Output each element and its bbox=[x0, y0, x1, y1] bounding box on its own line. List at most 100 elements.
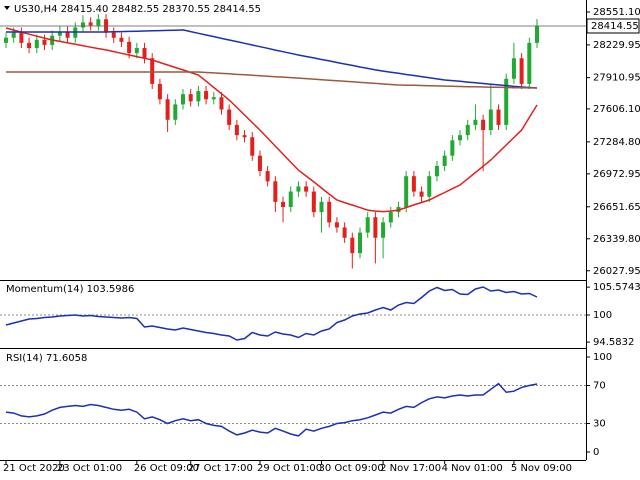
y-tick-label: 27606.10 bbox=[593, 104, 640, 115]
candle-body bbox=[242, 135, 247, 138]
candle-body bbox=[204, 91, 209, 100]
candle-body bbox=[342, 227, 347, 238]
candle-body bbox=[250, 137, 255, 156]
candle-body bbox=[311, 191, 316, 213]
candle-body bbox=[65, 31, 70, 38]
x-tick-label: 2 Nov 17:00 bbox=[380, 463, 441, 474]
candle-body bbox=[527, 42, 532, 84]
indicator-line bbox=[5, 27, 538, 213]
y-tick-label: 100 bbox=[593, 352, 612, 363]
candle-body bbox=[450, 140, 455, 156]
y-tick-label: 26972.95 bbox=[593, 169, 640, 180]
y-tick-label: 27910.95 bbox=[593, 73, 640, 84]
candle-body bbox=[334, 222, 339, 228]
candle-body bbox=[535, 25, 539, 43]
candle-body bbox=[411, 176, 416, 192]
symbol-header: US30,H4 28415.40 28482.55 28370.55 28414… bbox=[14, 4, 261, 15]
candle-body bbox=[11, 32, 16, 38]
candle-body bbox=[150, 58, 155, 84]
indicator-line bbox=[5, 382, 538, 437]
candle-body bbox=[219, 97, 224, 110]
candle-body bbox=[80, 22, 85, 28]
candle-body bbox=[488, 109, 493, 131]
candle-body bbox=[434, 165, 439, 177]
candle-body bbox=[211, 97, 216, 100]
y-tick-label: 28551.10 bbox=[593, 7, 640, 18]
rsi-title: RSI(14) 71.6058 bbox=[6, 353, 87, 364]
candle-body bbox=[127, 41, 132, 54]
candle-body bbox=[42, 39, 47, 45]
collapse-icon bbox=[4, 6, 10, 10]
candle-body bbox=[4, 37, 8, 43]
candle-body bbox=[257, 155, 262, 172]
candle-body bbox=[173, 104, 178, 120]
y-tick-label: 0 bbox=[593, 447, 599, 458]
candle-body bbox=[111, 32, 116, 38]
y-tick-label: 70 bbox=[593, 381, 606, 392]
y-tick-label: 28229.95 bbox=[593, 40, 640, 51]
y-tick-label: 26651.65 bbox=[593, 202, 640, 213]
x-tick-label: 29 Oct 01:00 bbox=[257, 463, 322, 474]
candle-body bbox=[119, 37, 124, 42]
candle-body bbox=[519, 58, 524, 84]
candle-body bbox=[273, 181, 278, 202]
x-tick-label: 27 Oct 17:00 bbox=[188, 463, 253, 474]
candle-body bbox=[511, 58, 516, 79]
y-tick-label: 27284.80 bbox=[593, 137, 640, 148]
candles bbox=[4, 14, 539, 269]
candle-body bbox=[373, 217, 378, 238]
candle-body bbox=[365, 217, 370, 233]
candle-body bbox=[381, 222, 386, 238]
indicator-line bbox=[5, 286, 538, 341]
x-tick-label: 4 Nov 01:00 bbox=[442, 463, 503, 474]
candle-body bbox=[419, 191, 424, 197]
candle-body bbox=[473, 119, 478, 125]
candle-body bbox=[281, 201, 286, 207]
x-tick-label: 26 Oct 09:00 bbox=[134, 463, 199, 474]
candle-body bbox=[165, 99, 170, 120]
candle-body bbox=[288, 191, 293, 207]
x-tick-label: 5 Nov 09:00 bbox=[511, 463, 572, 474]
candle-body bbox=[181, 94, 185, 105]
candle-body bbox=[142, 48, 147, 59]
x-tick-label: 21 Oct 2020 bbox=[3, 463, 65, 474]
candle-body bbox=[265, 171, 270, 182]
candle-body bbox=[27, 42, 32, 48]
candle-body bbox=[157, 83, 162, 100]
candle-body bbox=[296, 186, 301, 192]
y-tick-label: 100 bbox=[593, 310, 612, 321]
candle-body bbox=[96, 19, 101, 26]
x-tick-label: 30 Oct 09:00 bbox=[319, 463, 384, 474]
y-tick-label: 26027.95 bbox=[593, 266, 640, 277]
candle-body bbox=[327, 201, 332, 223]
y-tick-label: 94.5832 bbox=[593, 337, 634, 348]
candle-body bbox=[134, 48, 139, 54]
candle-body bbox=[388, 212, 393, 223]
candle-body bbox=[458, 135, 463, 141]
candle-body bbox=[350, 237, 355, 254]
candle-body bbox=[88, 22, 93, 26]
y-tick-label: 30 bbox=[593, 419, 606, 430]
candle-body bbox=[188, 94, 193, 102]
momentum-title: Momentum(14) 103.5986 bbox=[6, 284, 134, 295]
last-price-label: 28414.55 bbox=[591, 21, 639, 32]
last-price-box bbox=[586, 18, 640, 34]
indicator-line bbox=[6, 71, 538, 89]
candle-body bbox=[496, 109, 501, 125]
candle-body bbox=[34, 39, 39, 48]
candle-body bbox=[504, 78, 509, 125]
candle-body bbox=[442, 155, 447, 166]
candle-body bbox=[57, 31, 62, 36]
y-tick-label: 26339.80 bbox=[593, 234, 640, 245]
candle-body bbox=[465, 124, 470, 136]
candle-body bbox=[427, 176, 432, 197]
candle-body bbox=[319, 201, 324, 213]
candle-body bbox=[196, 91, 201, 102]
candle-body bbox=[19, 32, 24, 43]
candle-body bbox=[227, 109, 232, 125]
x-tick-label: 23 Oct 01:00 bbox=[57, 463, 122, 474]
y-tick-label: 105.5743 bbox=[593, 282, 640, 293]
candle-body bbox=[234, 124, 239, 136]
candle-body bbox=[404, 176, 409, 207]
